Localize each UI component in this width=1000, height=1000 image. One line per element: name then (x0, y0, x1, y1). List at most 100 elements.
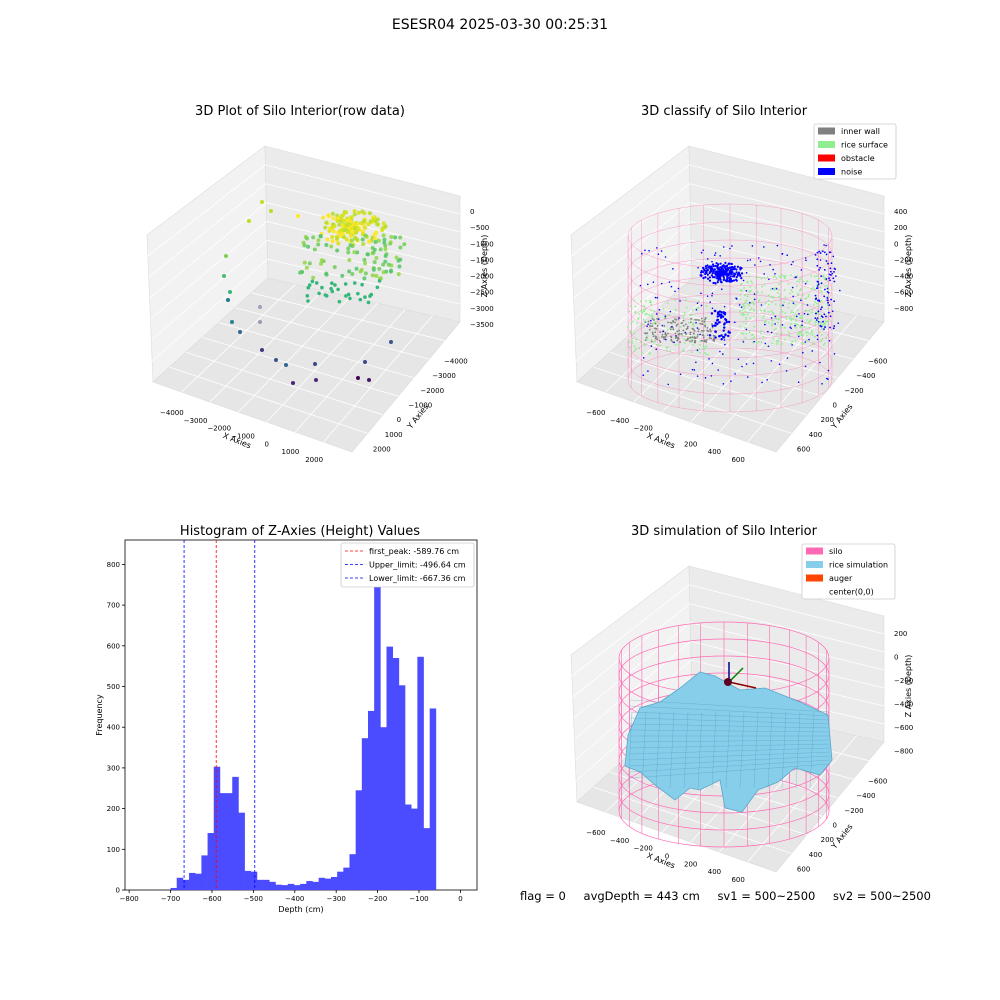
rice-surface-point (818, 277, 820, 280)
rice-surface-point (739, 294, 742, 297)
classify-scatter: inner wall rice surface obstacle noise (627, 123, 897, 413)
noise-point (827, 369, 830, 372)
noise-point (802, 351, 804, 354)
grid-line (251, 292, 445, 341)
x-tick-label: −600 (586, 829, 605, 837)
grid-line (574, 221, 691, 320)
rice-surface-point (794, 339, 797, 342)
histogram-bar (293, 885, 301, 890)
noise-point (832, 327, 835, 330)
rice-surface-point (790, 318, 793, 321)
rice-surface-point (693, 325, 695, 328)
noise-point (696, 349, 699, 351)
rice-surface-point (689, 314, 691, 317)
noise-point (741, 365, 743, 368)
z-tick-label: −500 (470, 224, 489, 232)
noise-point (684, 331, 687, 334)
z-axis-label: Z Axies (Depth) (904, 235, 913, 298)
raw-point (360, 209, 365, 214)
raw-point (368, 219, 373, 224)
z-tick-label: −200 (894, 677, 913, 685)
rice-surface-point (646, 338, 649, 341)
noise-point (790, 327, 792, 330)
rice-surface-point (808, 310, 811, 312)
inner-wall-point (710, 330, 712, 333)
inner-wall-point (696, 335, 699, 338)
noise-point (827, 291, 830, 294)
noise-point (697, 266, 699, 269)
inner-wall-point (701, 320, 704, 323)
raw-point (347, 258, 352, 263)
rice-surface-point (812, 341, 815, 343)
raw-point (373, 239, 378, 244)
inner-wall-point (697, 328, 700, 331)
inner-wall-point (646, 332, 649, 335)
inner-wall-point (654, 327, 656, 330)
rice-surface-point (811, 308, 814, 311)
rice-surface-point (653, 310, 655, 313)
rice-surface-point (755, 276, 758, 279)
noise-point (719, 255, 721, 257)
rice-surface-point (801, 341, 804, 344)
noise-point (656, 247, 658, 249)
noise-point (708, 358, 710, 360)
noise-point (656, 296, 659, 299)
rice-surface-point (795, 319, 797, 322)
raw-point (340, 223, 345, 228)
inner-wall-point (689, 336, 692, 339)
noise-point (828, 339, 831, 342)
rice-surface-point (756, 291, 759, 293)
rice-surface-point (776, 343, 778, 345)
noise-point (735, 276, 738, 279)
noise-point (775, 287, 778, 290)
noise-point (717, 369, 719, 371)
raw-point (363, 360, 367, 364)
grid-line (574, 641, 691, 740)
histogram-plot: −800 −700 −600 −500 −400 −300 −200 −100 0 0 100 200… (95, 539, 478, 914)
noise-point (819, 266, 822, 269)
noise-point (790, 263, 793, 266)
noise-point (776, 244, 779, 247)
raw-point (329, 286, 333, 291)
noise-point (781, 324, 784, 326)
raw-point (320, 285, 324, 290)
x-tick-label: 400 (708, 448, 721, 456)
inner-wall-point (689, 331, 692, 334)
mesh-line (781, 711, 787, 789)
raw-point (317, 291, 321, 296)
raw-point (381, 233, 386, 238)
rice-surface-point (810, 287, 813, 290)
inner-wall-point (667, 321, 669, 324)
noise-point (657, 253, 660, 256)
raw-point (389, 340, 393, 344)
noise-point (696, 302, 699, 305)
noise-point (728, 266, 731, 269)
noise-point (646, 283, 649, 286)
rice-surface-point (629, 346, 631, 349)
rice-surface-point (772, 296, 774, 299)
y-tick-label: −600 (868, 357, 887, 365)
inner-wall-point (696, 333, 699, 336)
inner-wall-point (670, 339, 673, 342)
mesh-line (629, 729, 831, 733)
inner-wall-point (664, 336, 667, 338)
raw-point (352, 209, 357, 214)
rice-surface-point (820, 300, 823, 303)
raw-point (336, 241, 341, 246)
y-tick-label: −200 (844, 387, 863, 395)
rice-surface-point (818, 331, 821, 334)
noise-point (759, 260, 762, 263)
noise-point (806, 313, 809, 316)
noise-point (829, 279, 831, 282)
inner-wall-point (674, 337, 677, 340)
rice-surface-point (645, 312, 648, 315)
noise-point (801, 324, 803, 327)
noise-point (702, 267, 705, 270)
noise-point (727, 274, 730, 277)
x-tick-label: 200 (684, 860, 697, 868)
rice-surface-point (818, 283, 821, 285)
rice-surface-point (825, 320, 828, 323)
noise-point (722, 329, 725, 332)
y-tick-label: 200 (107, 805, 120, 813)
inner-wall-point (682, 324, 685, 327)
